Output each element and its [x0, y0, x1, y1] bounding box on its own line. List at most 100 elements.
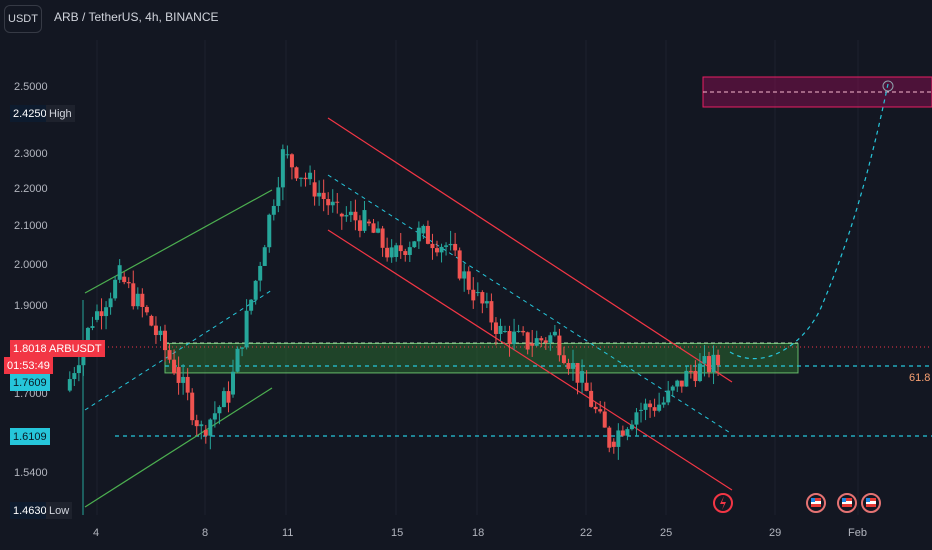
candle — [303, 177, 308, 180]
candle — [135, 293, 140, 307]
price-tick: 2.5000 — [14, 81, 48, 93]
symbol-tag: ARBUSDT — [46, 340, 105, 357]
candle — [552, 331, 557, 336]
flag-stripe — [866, 504, 876, 507]
channel-midline — [84, 289, 273, 411]
flag-stripe — [811, 498, 821, 501]
candle — [412, 241, 417, 248]
channel-line — [327, 229, 733, 491]
candle — [172, 359, 177, 374]
candle — [707, 356, 711, 373]
candle — [435, 248, 439, 253]
candle — [339, 213, 344, 217]
candle — [113, 279, 118, 299]
candle — [484, 301, 489, 304]
candle — [357, 220, 362, 231]
projection-path — [729, 83, 889, 360]
candle — [416, 227, 421, 242]
price-tick: 2.2000 — [14, 183, 48, 195]
candle — [493, 322, 498, 334]
us-flag-event-icon — [837, 493, 857, 513]
candle — [439, 246, 444, 253]
candle — [711, 354, 716, 373]
candle — [693, 370, 698, 382]
candle — [326, 199, 331, 206]
price-tick: 1.5400 — [14, 467, 48, 479]
candle — [117, 265, 122, 280]
candle — [525, 332, 530, 350]
candle — [72, 373, 77, 380]
flag-stripe — [811, 504, 821, 507]
candle — [90, 326, 95, 328]
candle — [639, 409, 643, 411]
candle — [149, 315, 154, 326]
price-tick: 2.0000 — [14, 259, 48, 271]
candle — [584, 382, 589, 391]
candle — [285, 154, 290, 156]
candle — [548, 335, 553, 343]
candle — [122, 276, 127, 283]
candle — [258, 265, 263, 281]
candle — [607, 427, 612, 448]
candle — [507, 331, 512, 345]
candle — [407, 247, 412, 255]
candle — [625, 429, 630, 436]
candle — [335, 201, 340, 203]
candle — [321, 192, 326, 200]
candle — [344, 215, 349, 217]
flag-stripe — [866, 501, 876, 504]
candle — [648, 403, 653, 408]
candle — [398, 245, 403, 252]
candle — [530, 343, 535, 346]
low-value-tag: 1.4630 — [10, 502, 50, 519]
candle — [634, 412, 639, 425]
flag-stripe — [842, 501, 852, 504]
candle — [566, 363, 571, 369]
grid — [96, 40, 859, 515]
candle — [253, 280, 258, 300]
flag-stripe — [842, 504, 852, 507]
candle — [462, 271, 467, 279]
candle — [167, 350, 172, 360]
time-tick: 18 — [472, 527, 485, 539]
candle — [679, 380, 684, 387]
candle — [280, 149, 285, 188]
candle — [616, 430, 621, 447]
candle — [362, 210, 367, 231]
candles — [67, 144, 721, 460]
candle — [466, 271, 471, 290]
candle — [104, 307, 109, 317]
candle — [534, 338, 539, 346]
currency-button[interactable]: USDT — [4, 5, 42, 33]
candle — [140, 293, 145, 307]
candle — [480, 292, 485, 304]
flag-canton — [811, 498, 815, 502]
candle — [580, 371, 585, 383]
support-zone — [164, 342, 799, 374]
candle — [308, 172, 313, 180]
candle — [652, 407, 657, 411]
time-tick: 4 — [93, 527, 100, 539]
candle — [348, 211, 353, 216]
channel-line — [84, 387, 273, 508]
candle — [299, 177, 303, 179]
candle — [108, 298, 113, 308]
candle — [425, 225, 430, 244]
candle — [670, 386, 675, 391]
us-flag-event-icon — [806, 493, 826, 513]
candle — [448, 243, 453, 246]
candle — [593, 406, 598, 410]
candle — [453, 243, 458, 251]
channel-line — [84, 189, 273, 294]
channel-midline — [327, 174, 733, 435]
candle — [589, 390, 594, 407]
candle — [212, 413, 217, 420]
candle — [380, 228, 385, 248]
projection-target — [882, 80, 894, 92]
candle — [271, 205, 276, 215]
candle — [539, 338, 544, 341]
candle — [158, 330, 163, 336]
price-tick: 2.1000 — [14, 220, 48, 232]
candle — [675, 380, 680, 387]
